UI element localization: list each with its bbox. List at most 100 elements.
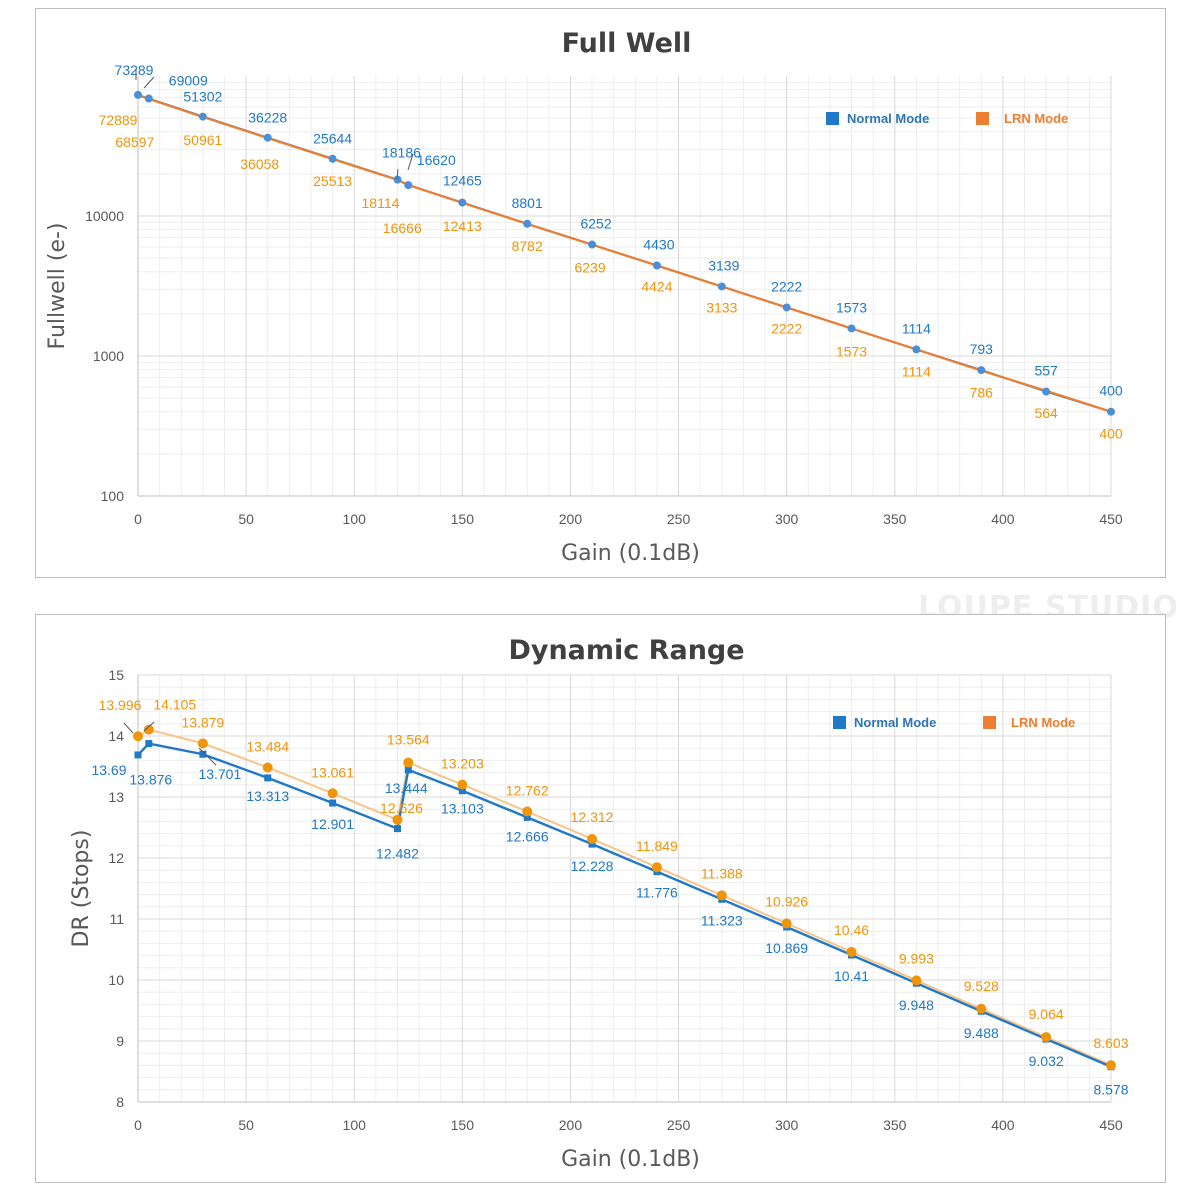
normal-mode-point	[404, 181, 413, 190]
normal-mode-point	[717, 282, 726, 291]
lrn-mode-data-label: 9.064	[1029, 1006, 1064, 1022]
normal-mode-point	[144, 94, 153, 103]
normal-mode-data-label: 6252	[580, 216, 611, 232]
y-tick-label: 10	[108, 972, 124, 988]
x-tick-label: 0	[134, 1117, 142, 1133]
data-label-leader-line	[396, 168, 399, 180]
legend-normal-mode-swatch	[826, 112, 839, 125]
lrn-mode-point	[522, 806, 533, 817]
lrn-mode-data-label: 12.626	[380, 800, 423, 816]
lrn-mode-data-label: 12.762	[506, 783, 549, 799]
lrn-mode-data-label: 14.105	[153, 697, 196, 713]
normal-mode-point	[523, 813, 531, 821]
lrn-mode-point	[403, 757, 414, 768]
normal-mode-data-label: 9.488	[964, 1025, 999, 1041]
dynamic-range-chart-title: Dynamic Range	[508, 635, 744, 666]
x-tick-label: 150	[451, 1117, 475, 1133]
lrn-mode-data-label: 72889	[99, 112, 138, 128]
lrn-mode-line	[137, 94, 1112, 413]
normal-mode-point	[458, 787, 466, 795]
lrn-mode-point	[133, 731, 143, 742]
x-tick-label: 450	[1099, 511, 1123, 527]
y-tick-label: 10000	[85, 208, 124, 224]
normal-mode-data-label: 18186	[382, 145, 421, 161]
legend-lrn-mode-swatch	[976, 112, 989, 125]
normal-mode-data-label: 36228	[248, 110, 287, 126]
dynamic-range-chart: 0 50 100 150 200 250 300 350 400 450 8 9 10 11 12 13 14 1…	[69, 635, 1129, 1172]
legend-lrn-mode-label: LRN Mode	[1011, 715, 1075, 730]
y-tick-label: 12	[108, 850, 124, 866]
lrn-mode-data-label: 13.484	[246, 738, 289, 754]
lrn-mode-data-label: 25513	[313, 173, 352, 189]
lrn-mode-point	[262, 762, 273, 773]
normal-mode-point	[782, 303, 791, 312]
lrn-mode-data-label: 13.879	[181, 714, 224, 730]
normal-mode-data-label: 13.876	[129, 772, 172, 788]
normal-mode-point	[329, 799, 337, 807]
normal-mode-point	[977, 366, 986, 375]
lrn-mode-point	[716, 890, 727, 901]
lrn-mode-point	[392, 814, 403, 825]
normal-mode-data-label: 13.313	[246, 788, 289, 804]
x-tick-label: 100	[343, 511, 367, 527]
lrn-mode-point	[457, 779, 468, 790]
x-tick-label: 150	[451, 511, 475, 527]
dynamic-range-chart-panel: 0 50 100 150 200 250 300 350 400 450 8 9 10 11 12 13 14 1…	[35, 614, 1166, 1183]
normal-mode-data-label: 13.103	[441, 801, 484, 817]
normal-mode-point	[1107, 407, 1115, 416]
y-axis-title: DR (Stops)	[69, 830, 94, 948]
normal-mode-data-label: 400	[1099, 383, 1123, 399]
normal-mode-point	[588, 840, 596, 848]
normal-mode-data-label: 2222	[771, 278, 802, 294]
normal-mode-point	[458, 198, 467, 207]
normal-mode-data-label: 10.869	[765, 940, 808, 956]
normal-mode-point	[847, 324, 856, 333]
lrn-mode-data-label: 786	[970, 385, 994, 401]
y-axis-title: Fullwell (e-)	[45, 222, 70, 349]
normal-mode-data-label: 12.901	[311, 816, 354, 832]
normal-mode-point	[523, 219, 532, 228]
normal-mode-data-label: 51302	[183, 89, 222, 105]
normal-mode-data-label: 11.776	[636, 885, 678, 901]
legend-normal-mode-swatch	[833, 716, 846, 729]
lrn-mode-point	[911, 975, 922, 986]
y-tick-label: 8	[116, 1094, 124, 1110]
lrn-mode-data-label: 9.528	[964, 978, 999, 994]
lrn-mode-data-label: 18114	[362, 195, 400, 211]
normal-mode-data-label: 12.666	[506, 828, 549, 844]
normal-mode-point	[404, 766, 412, 774]
normal-mode-point	[198, 112, 207, 121]
fullwell-chart-panel: 0 50 100 150 200 250 300 350 400 450 100 1000 10000 F…	[35, 8, 1166, 578]
normal-mode-data-label: 69009	[169, 73, 208, 89]
lrn-mode-point	[846, 946, 857, 957]
normal-mode-data-label: 9.032	[1029, 1053, 1064, 1069]
data-label-leader-line	[143, 76, 155, 89]
lrn-mode-data-label: 10.926	[765, 894, 808, 910]
normal-mode-point	[1042, 387, 1051, 396]
normal-mode-data-label: 73289	[115, 62, 154, 78]
x-tick-label: 450	[1099, 1117, 1123, 1133]
data-label-leader-line	[143, 721, 155, 732]
lrn-mode-data-label: 2222	[771, 320, 802, 336]
lrn-mode-data-label: 13.996	[99, 697, 142, 713]
normal-mode-data-label: 11.323	[701, 912, 743, 928]
x-tick-label: 300	[775, 1117, 799, 1133]
fullwell-chart-title: Full Well	[562, 28, 692, 59]
normal-mode-data-label: 557	[1034, 363, 1058, 379]
lrn-mode-data-label: 13.564	[387, 732, 430, 748]
x-tick-label: 350	[883, 511, 907, 527]
lrn-mode-data-label: 3133	[706, 300, 737, 316]
normal-mode-data-label: 4430	[643, 237, 674, 253]
x-tick-label: 50	[238, 1117, 254, 1133]
lrn-mode-data-label: 9.993	[899, 950, 934, 966]
normal-mode-data-label: 3139	[708, 257, 739, 273]
lrn-mode-data-label: 50961	[183, 132, 222, 148]
normal-mode-data-label: 16620	[417, 152, 456, 168]
lrn-mode-data-label: 1114	[902, 363, 931, 379]
lrn-mode-data-label: 400	[1099, 426, 1123, 442]
x-axis-title: Gain (0.1dB)	[561, 1147, 700, 1172]
lrn-mode-data-label: 10.46	[834, 922, 869, 938]
lrn-mode-point	[1106, 1060, 1116, 1071]
x-axis-title: Gain (0.1dB)	[561, 541, 700, 566]
lrn-mode-line	[137, 728, 1112, 1067]
